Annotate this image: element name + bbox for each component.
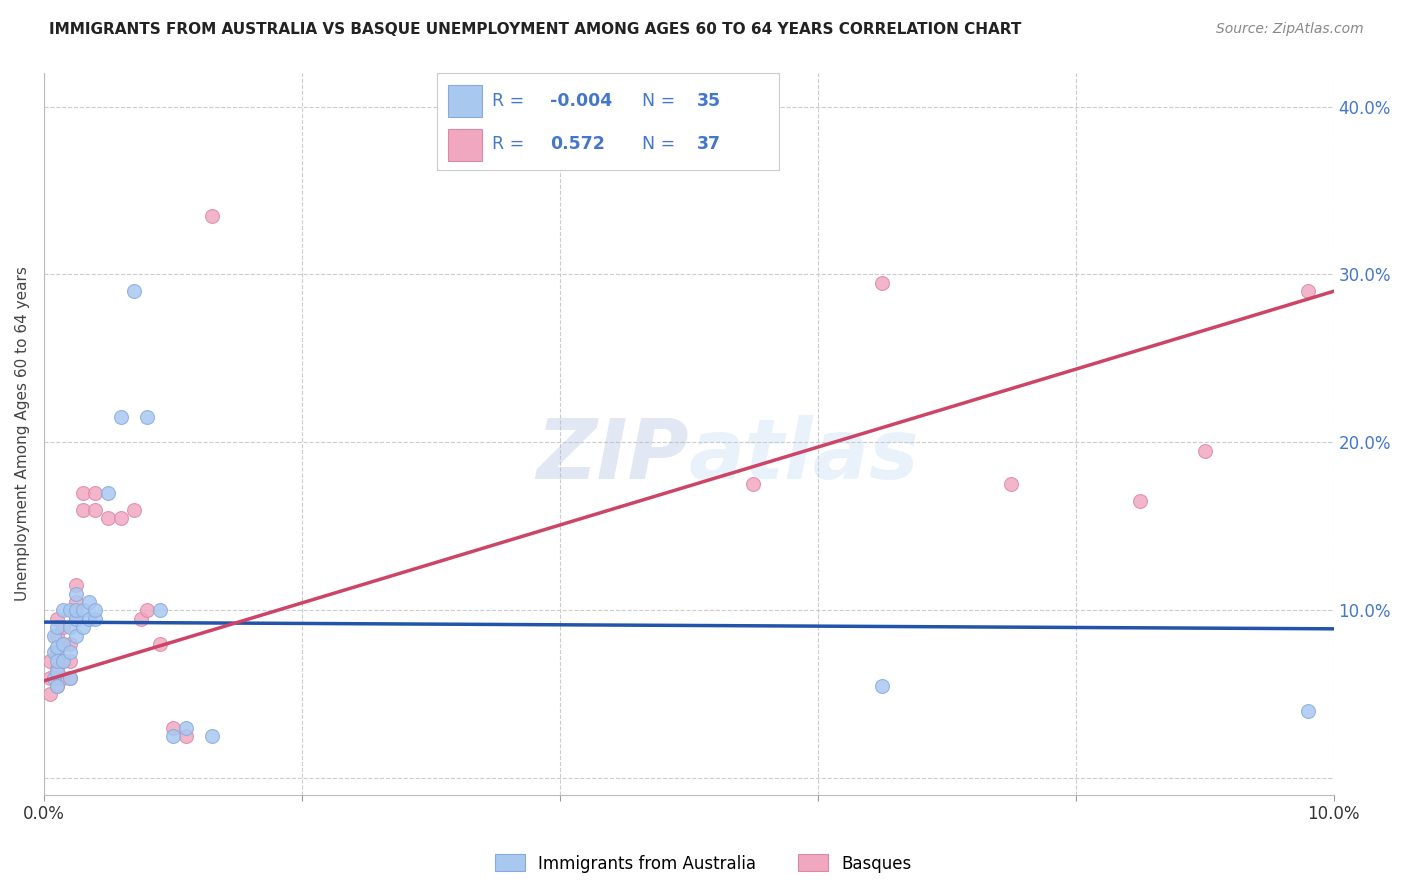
Point <box>59 645 82 659</box>
Point <box>45 645 67 659</box>
Point <box>136 410 159 425</box>
Point <box>39 654 62 668</box>
Point <box>72 620 94 634</box>
Point <box>44 671 66 685</box>
Point <box>129 612 152 626</box>
Point <box>65 595 87 609</box>
Point <box>200 729 222 743</box>
Point <box>45 654 67 668</box>
Point <box>59 671 82 685</box>
Point <box>45 662 67 676</box>
Point <box>77 612 100 626</box>
Point <box>45 620 67 634</box>
Point <box>149 603 172 617</box>
Point <box>200 209 222 223</box>
Point <box>110 410 132 425</box>
Point <box>122 285 145 299</box>
Point <box>1000 477 1022 491</box>
Legend: Immigrants from Australia, Basques: Immigrants from Australia, Basques <box>488 847 918 880</box>
Text: atlas: atlas <box>689 415 920 496</box>
Point <box>870 276 893 290</box>
Point <box>52 671 75 685</box>
Point <box>72 603 94 617</box>
Point <box>59 620 82 634</box>
Point <box>84 502 107 516</box>
Point <box>72 502 94 516</box>
Point <box>149 637 172 651</box>
Text: IMMIGRANTS FROM AUSTRALIA VS BASQUE UNEMPLOYMENT AMONG AGES 60 TO 64 YEARS CORRE: IMMIGRANTS FROM AUSTRALIA VS BASQUE UNEM… <box>49 22 1022 37</box>
Point <box>65 612 87 626</box>
Point <box>65 612 87 626</box>
Point <box>84 485 107 500</box>
Point <box>1194 443 1216 458</box>
Point <box>97 485 120 500</box>
Point <box>110 511 132 525</box>
Point <box>39 671 62 685</box>
Point <box>1296 704 1319 718</box>
Point <box>65 603 87 617</box>
Point <box>45 679 67 693</box>
Point <box>1129 494 1152 508</box>
Point <box>84 612 107 626</box>
Point <box>52 654 75 668</box>
Text: ZIP: ZIP <box>536 415 689 496</box>
Point <box>59 603 82 617</box>
Point <box>65 578 87 592</box>
Point <box>65 628 87 642</box>
Point <box>162 721 184 735</box>
Point <box>1296 285 1319 299</box>
Point <box>52 637 75 651</box>
Point <box>45 665 67 680</box>
Point <box>72 485 94 500</box>
Point <box>162 729 184 743</box>
Point <box>122 502 145 516</box>
Point <box>870 679 893 693</box>
Point <box>52 603 75 617</box>
Y-axis label: Unemployment Among Ages 60 to 64 years: Unemployment Among Ages 60 to 64 years <box>15 267 30 601</box>
Point <box>174 729 197 743</box>
Point <box>77 595 100 609</box>
Point <box>65 586 87 600</box>
Point <box>44 628 66 642</box>
Point <box>45 628 67 642</box>
Point <box>136 603 159 617</box>
Point <box>97 511 120 525</box>
Point <box>45 679 67 693</box>
Point <box>742 477 765 491</box>
Point <box>59 654 82 668</box>
Point <box>44 645 66 659</box>
Point <box>52 654 75 668</box>
Point <box>45 612 67 626</box>
Point <box>45 640 67 655</box>
Point <box>59 637 82 651</box>
Point <box>84 603 107 617</box>
Point <box>174 721 197 735</box>
Point <box>59 671 82 685</box>
Text: Source: ZipAtlas.com: Source: ZipAtlas.com <box>1216 22 1364 37</box>
Point <box>52 637 75 651</box>
Point <box>39 687 62 701</box>
Point <box>52 620 75 634</box>
